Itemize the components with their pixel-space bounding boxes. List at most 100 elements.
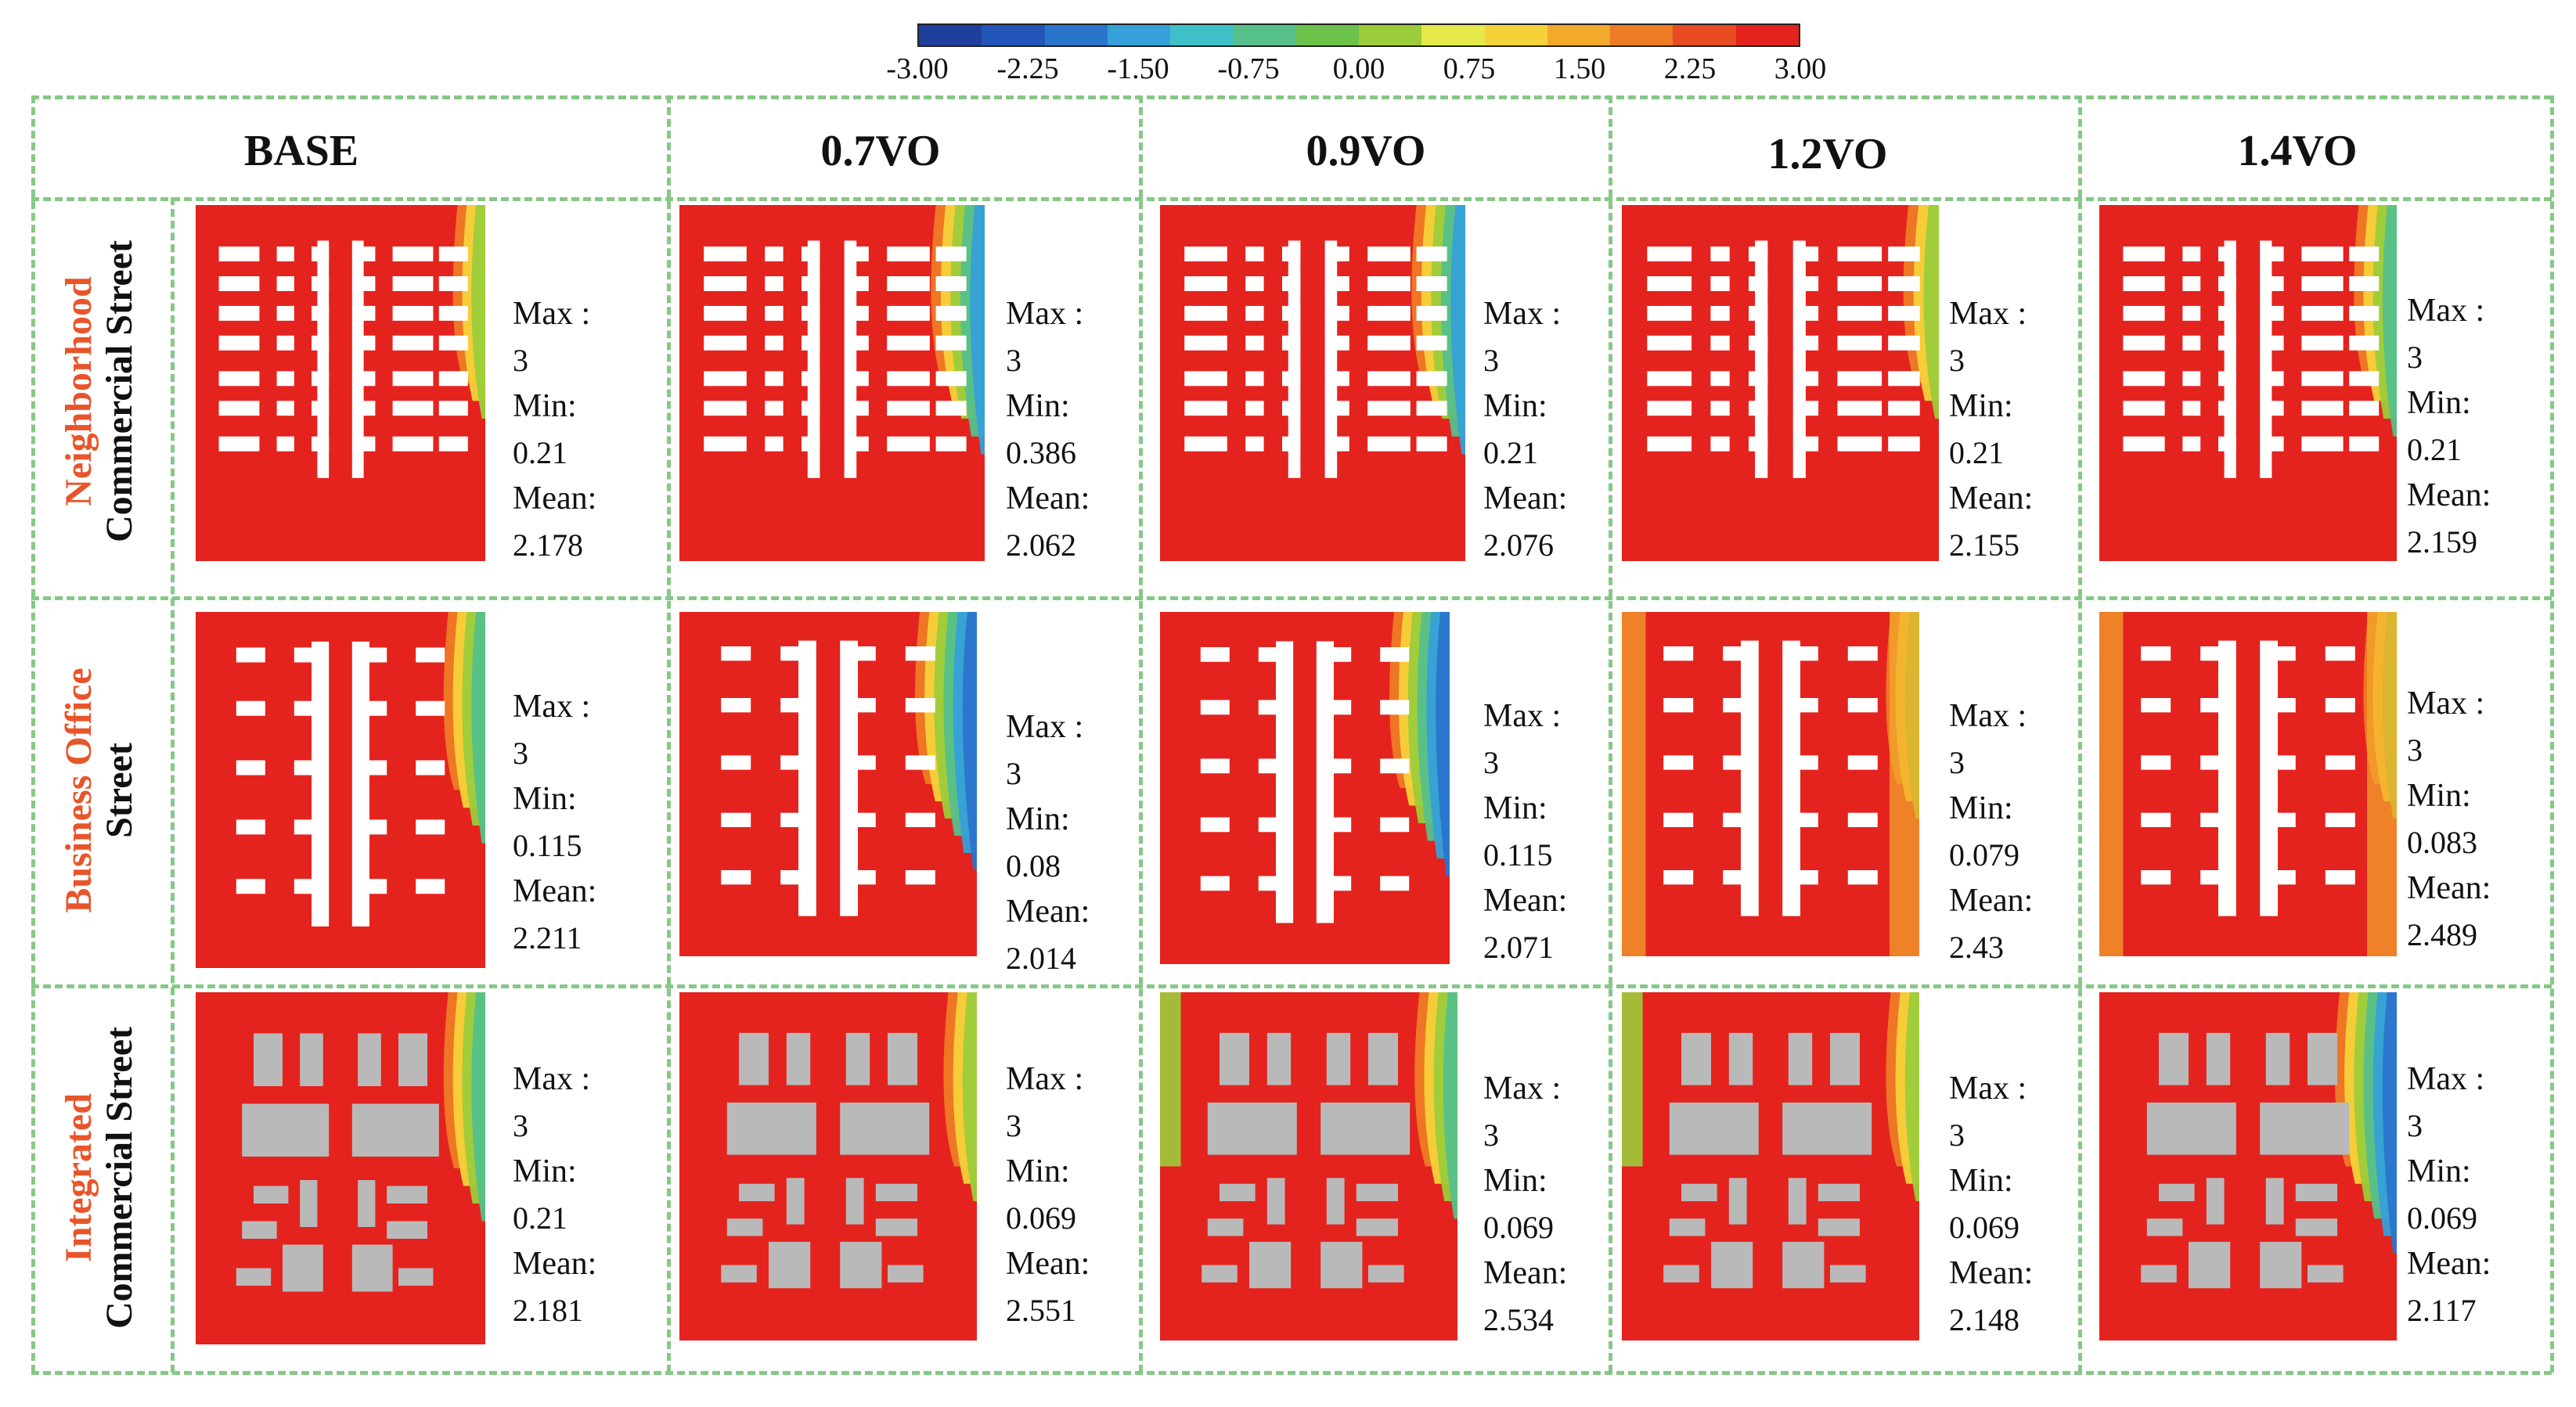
min-label: Min: [1006,1153,1070,1189]
min-label: Min: [513,388,577,424]
row-header-integrated: Integrated Commercial Street [58,1013,145,1342]
colorbar-tick-label: -0.75 [1217,52,1280,85]
column-header-0-7vo: 0.7VO [820,127,941,175]
grid-line-left [31,95,35,1373]
min-label: Min: [2407,778,2471,814]
colorbar-segment [1421,25,1485,45]
mean-label: Mean: [1949,883,2034,919]
wind-contour-map [2099,205,2397,561]
wind-contour-map [2099,612,2397,956]
mean-label: Mean: [1006,480,1090,516]
stats-block: Max : 3 Min: 0.115 Mean: 2.211 [513,684,596,961]
map-panel [1622,992,1919,1340]
stats-block: Max : 3 Min: 0.21 Mean: 2.181 [513,1056,596,1333]
wind-contour-map [196,992,485,1344]
mean-value: 2.071 [1483,930,1554,965]
mean-label: Mean: [1949,480,2034,516]
map-panel [2099,992,2397,1340]
max-value: 3 [1949,1117,1965,1153]
max-value: 3 [1949,343,1965,378]
mean-label: Mean: [1006,894,1090,930]
min-label: Min: [513,781,577,817]
column-header-1-2vo: 1.2VO [1767,130,1888,178]
row-header-line2: Commercial Street [99,1026,140,1330]
mean-label: Mean: [1483,1255,1568,1291]
stats-block: Max : 3 Min: 0.21 Mean: 2.076 [1483,291,1567,568]
min-value: 0.21 [1949,435,2004,470]
max-label: Max : [1483,1071,1562,1107]
map-panel [196,205,485,561]
map-panel [1160,612,1450,964]
mean-label: Mean: [2407,1246,2491,1282]
grid-line-col1 [667,95,671,1373]
map-panel [2099,205,2397,561]
min-label: Min: [1006,388,1070,424]
wind-contour-map [2099,992,2397,1340]
grid-line-top [31,95,2552,99]
min-label: Min: [1483,790,1547,826]
grid-line-row1 [31,596,2552,600]
map-panel [679,612,977,956]
max-label: Max : [1949,296,2027,332]
wind-contour-map [1622,992,1919,1340]
map-panel [2099,612,2397,956]
row-header-line2: Commercial Street [99,239,140,543]
min-label: Min: [2407,1153,2471,1189]
max-value: 3 [513,343,528,378]
mean-value: 2.076 [1483,527,1554,563]
mean-value: 2.43 [1949,930,2004,965]
min-label: Min: [1949,790,2013,826]
stats-block: Max : 3 Min: 0.21 Mean: 2.178 [513,291,596,568]
grid-line-col3 [1609,95,1612,1373]
max-label: Max : [1006,296,1084,332]
map-panel [196,612,485,968]
min-value: 0.079 [1949,837,2019,873]
max-label: Max : [513,689,591,725]
max-value: 3 [1006,756,1021,791]
max-value: 3 [2407,1108,2423,1143]
map-panel [1160,992,1457,1340]
min-value: 0.069 [1006,1200,1076,1236]
stats-block: Max : 3 Min: 0.386 Mean: 2.062 [1006,291,1090,568]
colorbar-segment [1295,25,1359,45]
mean-value: 2.211 [513,920,582,955]
min-value: 0.08 [1006,848,1061,883]
grid-line-rowhead [171,197,175,1373]
colorbar-tick-label: -3.00 [886,52,949,85]
min-value: 0.115 [513,828,582,863]
row-header-line1: Neighborhood [58,276,99,506]
map-panel [679,992,977,1340]
min-value: 0.115 [1483,837,1553,873]
mean-label: Mean: [513,1246,597,1282]
max-value: 3 [1006,343,1021,378]
mean-label: Mean: [513,480,597,516]
mean-value: 2.551 [1006,1293,1076,1328]
min-label: Min: [2407,385,2471,421]
colorbar-segment [1484,25,1547,45]
stats-block: Max : 3 Min: 0.21 Mean: 2.159 [2407,288,2491,565]
mean-label: Mean: [1483,883,1568,919]
min-value: 0.069 [1949,1210,2019,1245]
min-value: 0.21 [513,435,567,470]
max-label: Max : [1949,1071,2027,1107]
max-label: Max : [2407,1061,2485,1097]
max-value: 3 [513,1108,528,1143]
row-header-line1: Business Office [58,668,99,913]
grid-line-header [31,197,2552,201]
colorbar-segment [1358,25,1422,45]
wind-contour-map [1622,205,1939,561]
colorbar-tick-label: 0.75 [1443,52,1496,85]
colorbar-segment [982,25,1045,45]
max-label: Max : [513,296,591,332]
min-label: Min: [513,1153,577,1189]
wind-contour-map [1160,205,1465,561]
map-panel [1622,612,1919,956]
grid-line-bottom [31,1371,2552,1375]
max-label: Max : [1006,1061,1084,1097]
colorbar-tick-label: 1.50 [1553,52,1606,85]
wind-contour-map [679,992,977,1340]
max-value: 3 [513,736,528,771]
wind-contour-map [1622,612,1919,956]
row-header-neighborhood: Neighborhood Commercial Street [58,227,145,556]
